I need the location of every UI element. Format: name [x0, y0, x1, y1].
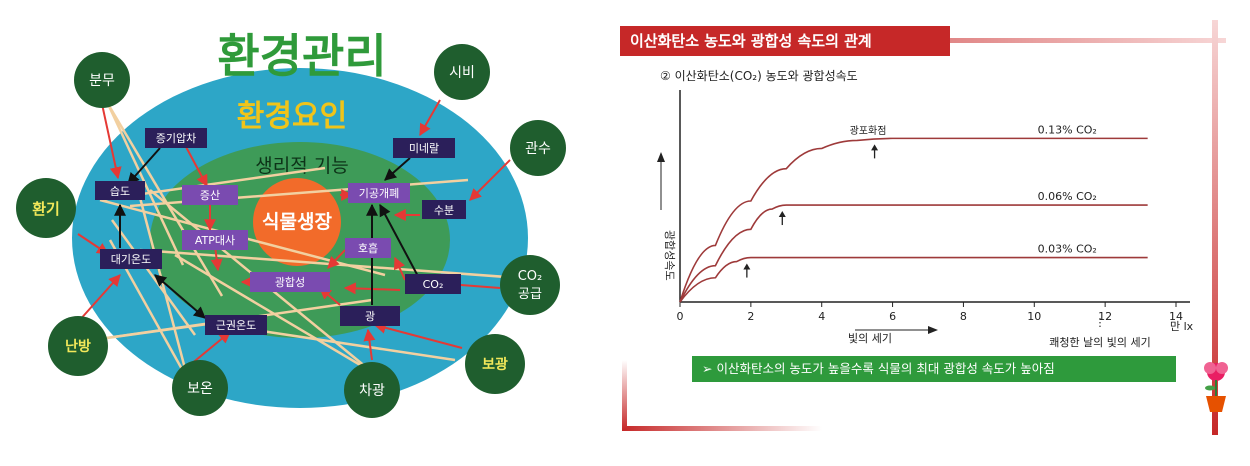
co2-line-chart: ② 이산화탄소(CO₂) 농도와 광합성속도 광합성속도 0 2 4 6 8 10 12 14… — [657, 69, 1194, 349]
circle-fertilizing — [434, 44, 490, 100]
factor-box-co2 — [405, 274, 461, 294]
chart-header: 이산화탄소 농도와 광합성 속도의 관계 — [620, 26, 950, 56]
label-co2: CO₂ — [518, 269, 543, 284]
x-ticks: 0 2 4 6 8 10 12 14 — [677, 302, 1183, 323]
black-arrows — [114, 147, 421, 319]
x-tick-label: 6 — [889, 310, 896, 323]
title-environment-factors: 환경요인 — [237, 99, 347, 134]
factor-vapor-pressure: 증기압차 — [156, 132, 196, 145]
series-lines: 0.13% CO₂ 0.06% CO₂ 0.03% CO₂ — [679, 123, 1148, 303]
function-box-atp — [182, 230, 248, 250]
x-tick-label: 10 — [1027, 310, 1041, 323]
x-tick-label: 4 — [818, 310, 825, 323]
saturation-arrow-head — [778, 211, 786, 218]
center-plant-growth: 식물생장 — [262, 211, 332, 233]
y-axis-label: 광합성속도 — [663, 230, 676, 281]
title-physiological-functions: 생리적 기능 — [255, 155, 348, 177]
chart-inner-title: ② 이산화탄소(CO₂) 농도와 광합성속도 — [660, 69, 858, 83]
saturation-markers — [743, 144, 879, 278]
circle-ventilation — [16, 178, 76, 238]
function-boxes: 증산 기공개폐 ATP대사 호흡 광합성 — [182, 183, 410, 292]
circle-supplemental-light — [465, 334, 525, 394]
function-transpiration: 증산 — [200, 189, 220, 202]
function-box-stomata — [348, 183, 410, 203]
factor-box-mineral — [393, 138, 455, 158]
function-stomata: 기공개폐 — [359, 187, 399, 200]
management-circles: 분무 시비 관수 환기 CO₂ 공급 난방 보광 보온 차광 — [16, 44, 566, 418]
factor-co2: CO₂ — [423, 278, 444, 291]
factor-light: 광 — [365, 310, 375, 323]
x-tick-label: 12 — [1098, 310, 1112, 323]
title-environment-management: 환경관리 — [217, 29, 386, 83]
y-axis-label-arrowhead — [657, 152, 665, 162]
function-atp: ATP대사 — [195, 234, 235, 247]
factor-box-humidity — [95, 181, 145, 200]
circle-insulation — [172, 360, 228, 416]
function-respiration: 호흡 — [358, 241, 378, 255]
x-axis-ellipsis: ⋮ — [1095, 316, 1106, 329]
function-photosynthesis: 광합성 — [275, 276, 305, 289]
x-tick-label: 8 — [960, 310, 967, 323]
series-line-0 — [679, 137, 1148, 303]
factor-box-air-temperature — [100, 249, 162, 269]
factor-box-light — [340, 306, 400, 326]
label-supplemental-light: 보광 — [482, 356, 508, 373]
series-line-2 — [679, 256, 1148, 303]
circle-misting — [74, 52, 130, 108]
right-bar — [1212, 20, 1218, 435]
label-fertilizing: 시비 — [449, 65, 475, 81]
x-tick-label: 2 — [747, 310, 754, 323]
factor-water: 수분 — [434, 204, 454, 217]
saturation-arrow-head — [871, 144, 879, 151]
circle-heating — [48, 316, 108, 376]
factor-root-temperature: 근권온도 — [216, 319, 256, 332]
series-label-1: 0.06% CO₂ — [1038, 190, 1097, 203]
factor-boxes: 증기압차 미네랄 습도 수분 대기온도 CO₂ 근권온도 광 — [95, 128, 466, 335]
x-tick-label: 14 — [1169, 310, 1183, 323]
flower-pot-icon — [1204, 362, 1228, 412]
x-tick-label: 0 — [677, 310, 684, 323]
factor-box-water — [422, 200, 466, 219]
label-shading: 차광 — [359, 383, 385, 399]
x-axis-label-light: 빛의 세기 — [848, 332, 892, 345]
label-misting: 분무 — [89, 73, 115, 89]
environment-management-diagram: 환경관리 환경요인 생리적 기능 식물생장 — [0, 0, 600, 462]
saturation-point-label: 광포화점 — [850, 125, 887, 137]
x-axis-label-arrowhead — [928, 326, 938, 334]
function-box-transpiration — [182, 185, 238, 205]
factor-mineral: 미네랄 — [409, 142, 439, 155]
label-insulation: 보온 — [187, 381, 213, 397]
center-circle — [253, 178, 341, 266]
bottom-bar — [622, 426, 822, 431]
factor-air-temperature: 대기온도 — [111, 253, 151, 266]
label-supply: 공급 — [518, 287, 542, 302]
conclusion-bar: ➢ 이산화탄소의 농도가 높을수록 식물의 최대 광합성 속도가 높아짐 — [692, 356, 1176, 382]
series-line-1 — [679, 204, 1148, 303]
label-irrigation: 관수 — [525, 141, 551, 157]
label-heating: 난방 — [65, 338, 91, 355]
left-bar — [622, 360, 627, 430]
series-label-0: 0.13% CO₂ — [1038, 123, 1097, 136]
label-ventilation: 환기 — [32, 200, 60, 218]
saturation-arrow-head — [743, 263, 751, 270]
factor-box-root-temperature — [205, 315, 267, 335]
co2-photosynthesis-slide: 이산화탄소 농도와 광합성 속도의 관계 ② 이산화탄소(CO₂) 농도와 광합… — [600, 0, 1250, 462]
circle-shading — [344, 362, 400, 418]
factor-humidity: 습도 — [110, 185, 130, 198]
factor-box-vapor-pressure — [145, 128, 207, 148]
function-box-respiration — [345, 238, 391, 258]
circle-co2-supply — [500, 255, 560, 315]
circle-irrigation — [510, 120, 566, 176]
function-box-photosynthesis — [250, 272, 330, 292]
x-axis-unit: 만 lx — [1170, 320, 1194, 333]
series-label-2: 0.03% CO₂ — [1038, 243, 1097, 256]
x-axis-label-sunny: 쾌청한 날의 빛의 세기 — [1049, 336, 1151, 349]
